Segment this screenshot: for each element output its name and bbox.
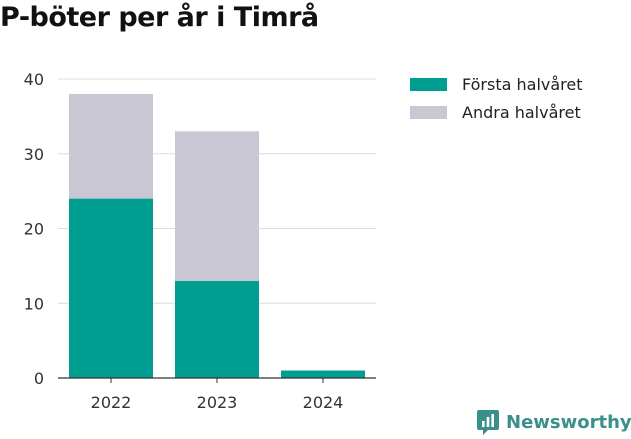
- y-tick-label: 20: [24, 220, 44, 239]
- x-tick-label: 2023: [197, 393, 238, 412]
- bar-2023-series-1: [175, 131, 259, 281]
- legend-item-first-half: Första halvåret: [410, 70, 583, 98]
- x-axis-ticks: 2022 2023 2024: [91, 378, 344, 412]
- legend-label-second-half: Andra halvåret: [462, 102, 581, 122]
- legend-swatch-second-half: [410, 105, 447, 119]
- chart-title: P-böter per år i Timrå: [0, 2, 319, 33]
- x-tick-label: 2024: [303, 393, 344, 412]
- y-tick-label: 0: [34, 369, 44, 388]
- y-tick-label: 40: [24, 70, 44, 89]
- bar-2022-series-0: [69, 198, 153, 378]
- y-axis-ticks: 0 10 20 30 40: [24, 70, 44, 388]
- y-tick-label: 10: [24, 294, 44, 313]
- y-tick-label: 30: [24, 145, 44, 164]
- x-tick-label: 2022: [91, 393, 132, 412]
- legend-item-second-half: Andra halvåret: [410, 98, 583, 126]
- bar-2022-series-1: [69, 93, 153, 199]
- newsworthy-logo: Newsworthy: [476, 408, 631, 436]
- legend-label-first-half: Första halvåret: [462, 74, 583, 94]
- bars: [69, 93, 365, 378]
- newsworthy-icon: [477, 410, 499, 435]
- brand-label: Newsworthy: [506, 411, 631, 433]
- legend-swatch-first-half: [410, 77, 447, 91]
- legend: Första halvåret Andra halvåret: [410, 70, 583, 126]
- bar-2024-series-0: [281, 370, 365, 378]
- bar-2023-series-0: [175, 280, 259, 378]
